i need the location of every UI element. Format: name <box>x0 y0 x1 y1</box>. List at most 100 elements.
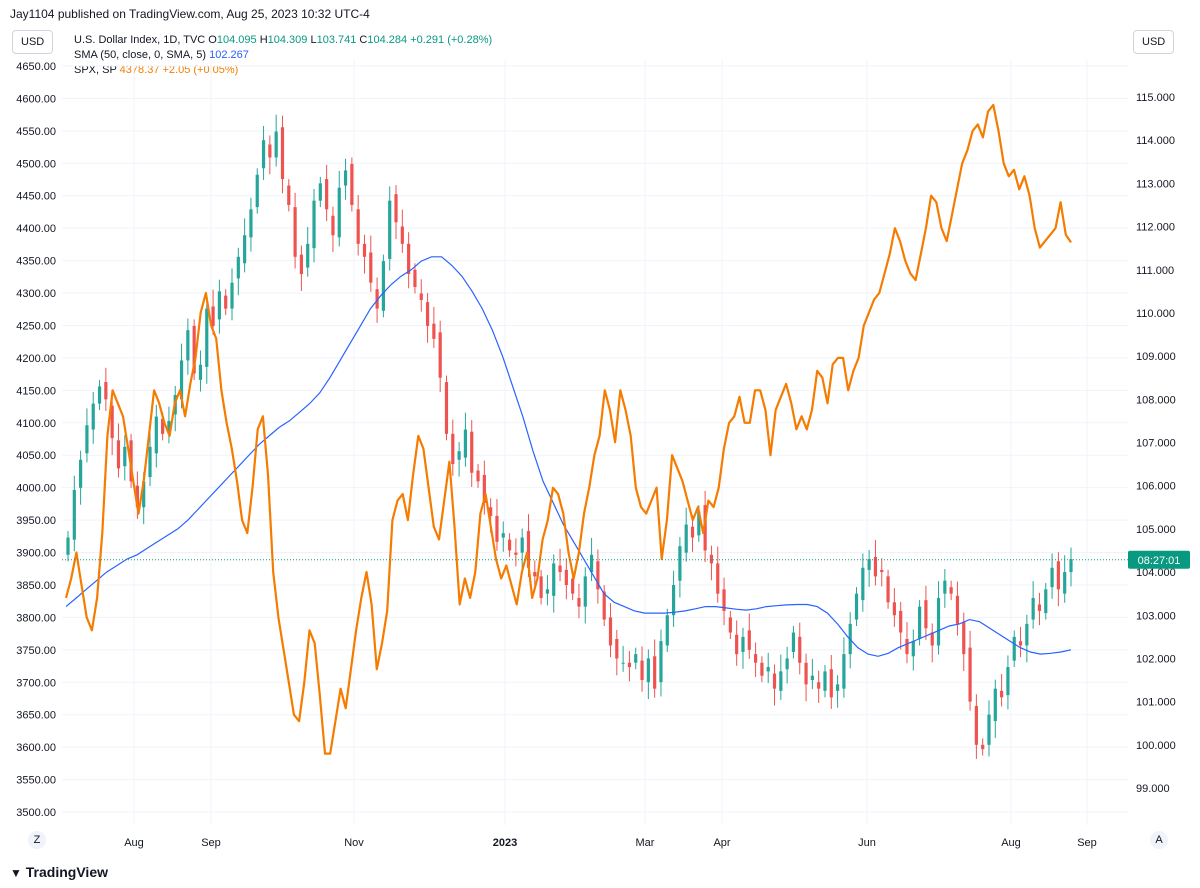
candle-body <box>571 578 575 594</box>
candle-body <box>709 554 714 564</box>
left-tick-label: 4500.00 <box>16 158 56 170</box>
candle-body <box>217 291 221 320</box>
candle-body <box>697 511 701 536</box>
candle-body <box>589 554 594 573</box>
legend-symbol-name: U.S. Dollar Index, 1D, TVC <box>74 34 206 46</box>
candle-body <box>179 360 184 400</box>
candle-body <box>123 446 127 467</box>
time-axis-label: Aug <box>124 837 144 849</box>
left-tick-label: 4250.00 <box>16 320 56 332</box>
candle-body <box>489 507 493 516</box>
right-tick-label: 105.000 <box>1136 524 1176 536</box>
candle-body <box>577 597 581 607</box>
candle-body <box>318 183 322 201</box>
candle-body <box>955 595 960 624</box>
right-tick-label: 100.000 <box>1136 740 1176 752</box>
candle-body <box>564 569 568 586</box>
candle-body <box>249 209 253 238</box>
candle-body <box>690 526 695 538</box>
legend-sma-value: 102.267 <box>209 49 249 61</box>
legend-open-value: 104.095 <box>216 34 257 46</box>
candle-body <box>766 667 770 672</box>
candle-body <box>1000 690 1004 698</box>
candle-body <box>918 606 922 640</box>
legend-sma-name: SMA (50, close, 0, SMA, 5) <box>74 49 207 61</box>
candle-body <box>753 654 758 663</box>
left-tick-label: 4650.00 <box>16 61 56 73</box>
candle-body <box>634 654 638 663</box>
right-tick-label: 101.000 <box>1136 697 1176 709</box>
auto-scale-button[interactable]: A <box>1150 831 1168 849</box>
candle-body <box>243 235 247 264</box>
left-tick-label: 3550.00 <box>16 775 56 787</box>
candle-body <box>665 615 669 646</box>
candle-body <box>930 632 934 646</box>
candle-body <box>703 505 707 551</box>
left-tick-label: 3700.00 <box>16 677 56 689</box>
candle-body <box>331 215 335 236</box>
candle-body <box>539 576 543 598</box>
candle-body <box>154 416 158 454</box>
candle-body <box>911 641 915 657</box>
left-currency-button[interactable]: USD <box>12 30 54 54</box>
right-tick-label: 107.000 <box>1136 438 1176 450</box>
candle-body <box>186 330 190 361</box>
candle-body <box>741 636 745 652</box>
candle-body <box>1044 589 1048 614</box>
candle-body <box>533 572 537 577</box>
candle-body <box>886 576 890 603</box>
legend-spx-name: SPX, SP <box>74 64 117 76</box>
zoom-button[interactable]: Z <box>28 831 46 849</box>
right-tick-label: 102.000 <box>1136 653 1176 665</box>
candle-body <box>842 654 846 689</box>
candle-body <box>116 440 121 469</box>
left-tick-label: 3800.00 <box>16 612 56 624</box>
candle-body <box>892 602 896 616</box>
candle-body <box>854 593 859 620</box>
candle-body <box>280 127 285 180</box>
candle-body <box>274 131 278 158</box>
candle-body <box>457 451 461 460</box>
candle-body <box>419 293 423 300</box>
right-tick-label: 112.000 <box>1136 222 1175 234</box>
candle-body <box>653 656 657 689</box>
candle-body <box>79 459 83 488</box>
candle-body <box>444 382 449 434</box>
candle-body <box>760 662 764 676</box>
left-tick-label: 4350.00 <box>16 256 56 268</box>
candle-body <box>621 662 625 664</box>
candle-body <box>558 565 562 573</box>
legend-sma: SMA (50, close, 0, SMA, 5) 102.267 <box>74 48 492 63</box>
candle-body <box>400 226 404 244</box>
right-tick-label: 115.000 <box>1136 92 1175 104</box>
candle-body <box>993 688 997 722</box>
candle-body <box>350 163 354 205</box>
candle-body <box>1056 561 1060 590</box>
candle-body <box>747 630 751 650</box>
time-axis-label: Apr <box>713 837 730 849</box>
candle-body <box>236 256 240 279</box>
candle-body <box>438 332 442 378</box>
candle-body <box>861 567 865 601</box>
right-price-axis: 115.000 114.000 113.000 112.000 111.000 110.0… <box>1136 92 1176 795</box>
candle-body <box>394 194 398 223</box>
left-tick-label: 3900.00 <box>16 548 56 560</box>
legend-high-value: 104.309 <box>267 34 308 46</box>
candle-body <box>798 636 802 663</box>
candle-body <box>981 744 985 750</box>
candle-body <box>507 539 512 551</box>
candle-body <box>646 658 650 683</box>
candle-body <box>640 660 644 681</box>
time-axis: Aug Sep Nov 2023 Mar Apr Jun Aug Sep <box>124 837 1097 849</box>
right-currency-button[interactable]: USD <box>1133 30 1175 54</box>
tradingview-logo-icon: ▼ <box>10 866 22 880</box>
candle-body <box>728 617 732 633</box>
right-tick-label: 114.000 <box>1136 135 1175 147</box>
candle-body <box>684 524 688 553</box>
candle-body <box>198 364 203 380</box>
candle-body <box>192 325 196 374</box>
legend-close-value: 104.284 <box>367 34 408 46</box>
candle-body <box>867 559 871 570</box>
candle-body <box>407 243 411 275</box>
